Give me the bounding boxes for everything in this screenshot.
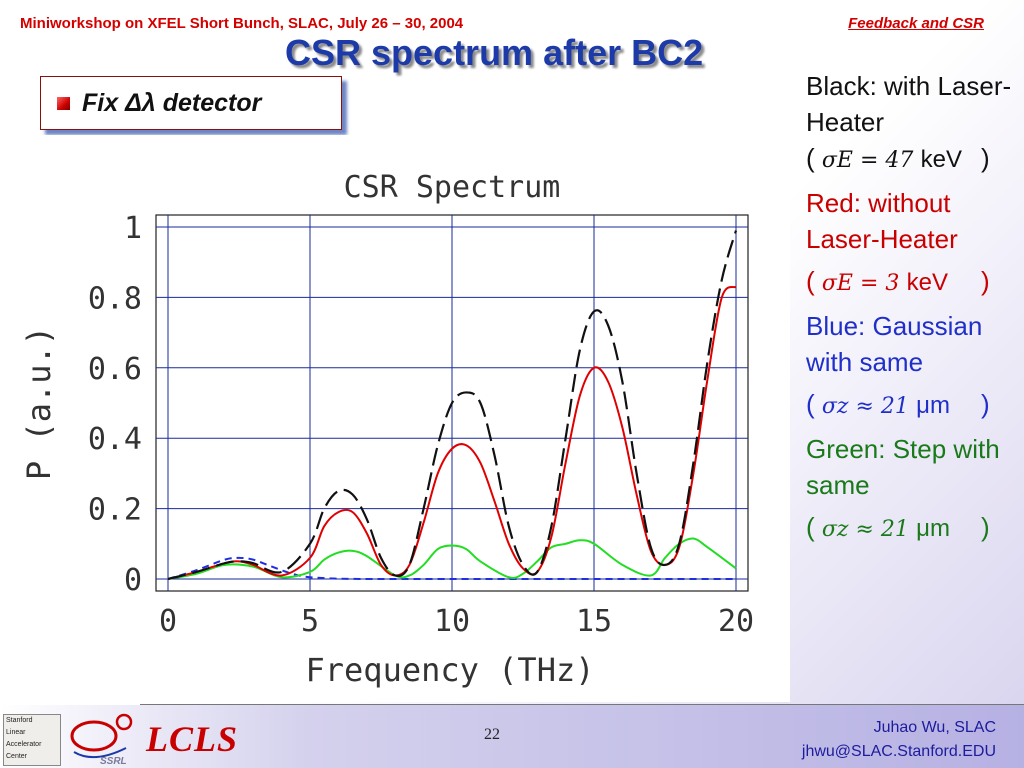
series-line-red: [167, 285, 737, 580]
y-tick-label: 0: [124, 563, 142, 598]
page-number: 22: [484, 726, 500, 743]
fix-detector-label: Fix Δλ detector: [82, 88, 262, 117]
series-line-blue: [167, 556, 736, 581]
x-tick-label: 15: [576, 604, 612, 639]
author-name: Juhao Wu, SLAC: [873, 719, 996, 736]
close-paren: ): [981, 143, 990, 173]
formula-unit: keV: [920, 146, 962, 173]
formula-math: σE = 3: [821, 271, 900, 296]
bullet-square-icon: [57, 96, 70, 110]
formula-math: σz ≈ 21: [821, 394, 909, 419]
formula-unit: μm: [916, 392, 950, 419]
csr-spectrum-plot: 0 5 10 15 20 0 0.2 0.4 0.6 0.8 1 CSR Spectrum Freque…: [0, 135, 790, 702]
legend-blue-label: Blue: Gaussian with same: [806, 311, 983, 377]
close-paren: ): [981, 266, 990, 296]
fix-detector-box: Fix Δλ detector: [40, 76, 342, 130]
close-paren: ): [981, 389, 990, 419]
slac-logo-line: Linear: [6, 729, 26, 736]
x-tick-label: 10: [434, 604, 470, 639]
footer-band: [0, 705, 1024, 768]
open-paren: (: [806, 512, 815, 542]
slide-title: CSR spectrum after BC2: [285, 32, 704, 73]
y-axis-label: P (a.u.): [20, 326, 58, 480]
x-tick-label: 20: [718, 604, 754, 639]
conference-title: Miniworkshop on XFEL Short Bunch, SLAC, …: [20, 15, 464, 32]
x-axis-label: Frequency (THz): [306, 651, 595, 689]
open-paren: (: [806, 389, 815, 419]
open-paren: (: [806, 143, 815, 173]
formula-math: σE = 47: [821, 148, 914, 173]
legend-red-label: Red: without Laser-Heater: [806, 188, 958, 254]
series-line-green: [167, 537, 737, 580]
x-tick-label: 0: [159, 604, 177, 639]
formula-unit: μm: [916, 515, 950, 542]
close-paren: ): [981, 512, 990, 542]
legend-panel: Black: with Laser-Heater ( σE = 47 keV )…: [806, 68, 1016, 548]
lcls-logo-text: LCLS: [146, 719, 239, 759]
y-tick-label: 1: [124, 211, 142, 246]
y-tick-label: 0.4: [88, 422, 142, 457]
formula-math: σz ≈ 21: [821, 517, 909, 542]
author-block: Juhao Wu, SLAC jhwu@SLAC.Stanford.EDU: [802, 716, 996, 764]
series-line-black: [167, 230, 738, 581]
y-tick-label: 0.8: [88, 281, 142, 316]
legend-black-formula: ( σE = 47 keV ): [806, 140, 1016, 179]
y-tick-label: 0.2: [88, 493, 142, 528]
legend-red-formula: ( σE = 3 keV ): [806, 263, 1016, 302]
legend-blue-formula: ( σz ≈ 21 μm ): [806, 386, 1016, 425]
chart-title: CSR Spectrum: [344, 170, 561, 205]
author-email[interactable]: jhwu@SLAC.Stanford.EDU: [801, 743, 996, 760]
open-paren: (: [806, 266, 815, 296]
legend-black-label: Black: with Laser-Heater: [806, 71, 1012, 137]
y-tick-label: 0.6: [88, 352, 142, 387]
ssrl-logo: SSRL: [70, 713, 133, 766]
x-tick-label: 5: [301, 604, 319, 639]
ssrl-text: SSRL: [100, 756, 127, 766]
formula-unit: keV: [906, 269, 948, 296]
section-link[interactable]: Feedback and CSR: [848, 15, 984, 32]
slac-logo: Stanford Linear Accelerator Center: [3, 714, 61, 766]
chart-svg: 0 5 10 15 20 0 0.2 0.4 0.6 0.8 1 CSR Spectrum Freque…: [20, 170, 754, 689]
legend-green-label: Green: Step with same: [806, 434, 1000, 500]
legend-green-formula: ( σz ≈ 21 μm ): [806, 509, 1016, 548]
ssrl-small-ring-icon: [115, 713, 133, 731]
slac-logo-line: Stanford: [6, 717, 33, 724]
slac-logo-line: Accelerator: [6, 741, 42, 748]
ssrl-ring-icon: [70, 720, 118, 752]
slac-logo-line: Center: [6, 753, 28, 760]
footer-divider: [140, 704, 1024, 705]
ssrl-swoosh-icon: [73, 747, 127, 759]
